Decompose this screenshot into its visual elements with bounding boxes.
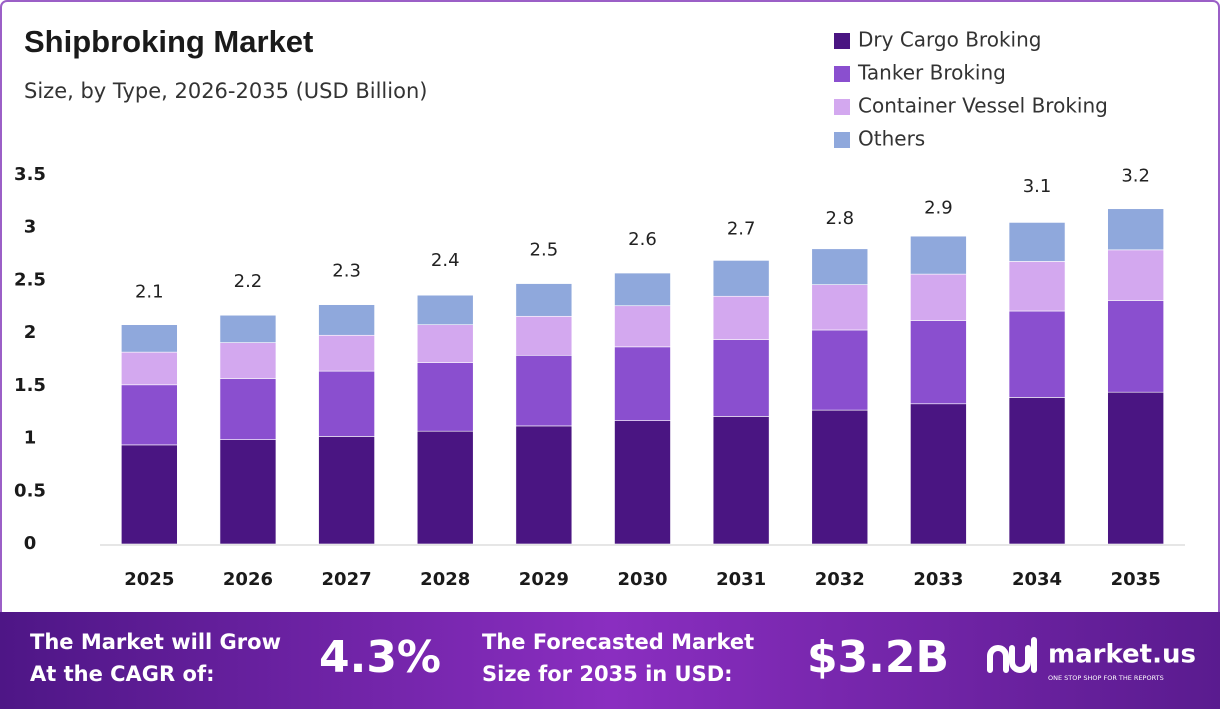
bar-segment (515, 354, 573, 427)
bar-segment (318, 436, 375, 545)
legend-label: Container Vessel Broking (858, 94, 1108, 118)
bar-segment (811, 284, 869, 331)
bar-segment (811, 329, 869, 411)
x-tick-label: 2033 (913, 569, 963, 590)
bar-segment (121, 351, 178, 386)
x-tick-label: 2027 (322, 569, 372, 590)
total-label: 3.2 (1121, 166, 1150, 187)
total-label: 2.8 (825, 208, 854, 229)
bar-segment (1107, 300, 1164, 393)
bar-segment (515, 283, 573, 317)
total-label: 2.1 (135, 282, 164, 303)
y-tick-label: 0.5 (14, 480, 46, 501)
bar-segment (219, 439, 277, 545)
bar-segment (219, 342, 277, 379)
bar-segment (712, 339, 770, 417)
bar-segment (416, 430, 474, 545)
total-label: 2.6 (628, 229, 657, 250)
size-value: $3.2B (807, 632, 949, 683)
bar-segment (515, 315, 573, 356)
x-tick-label: 2026 (223, 569, 273, 590)
total-label: 2.2 (234, 271, 263, 292)
bar-segment (910, 273, 967, 321)
legend-swatch (834, 33, 850, 49)
bar-segment (416, 362, 474, 432)
bar-segment (1107, 208, 1164, 251)
legend-swatch (834, 99, 850, 115)
bar-segment (121, 444, 178, 545)
bar-segment (1008, 310, 1066, 398)
size-label: The Forecasted Market (482, 630, 754, 654)
x-tick-label: 2030 (617, 569, 667, 590)
bar-segment (910, 235, 967, 275)
total-label: 2.7 (727, 218, 756, 239)
brand-tagline: ONE STOP SHOP FOR THE REPORTS (1048, 674, 1164, 682)
bar-segment (1008, 222, 1066, 262)
total-label: 2.9 (924, 197, 953, 218)
legend-label: Others (858, 127, 925, 151)
legend-label: Dry Cargo Broking (858, 28, 1041, 52)
brand-logo (987, 637, 1037, 673)
y-tick-label: 0 (24, 533, 37, 554)
bar-segment (318, 304, 375, 336)
footer-band (0, 612, 1220, 709)
bar-segment (121, 324, 178, 353)
bar-segment (318, 334, 375, 372)
total-label: 2.3 (332, 261, 361, 282)
bar-segment (219, 314, 277, 343)
bar-segment (614, 420, 671, 545)
bar-segment (712, 295, 770, 340)
y-tick-label: 2.5 (14, 269, 46, 290)
bar-segment (614, 272, 671, 307)
bar-segment (1107, 249, 1164, 301)
cagr-label: At the CAGR of: (30, 662, 215, 686)
y-tick-label: 3.5 (14, 164, 46, 185)
chart-subtitle: Size, by Type, 2026-2035 (USD Billion) (24, 79, 427, 103)
bar-segment (1008, 397, 1066, 545)
chart-title: Shipbroking Market (24, 24, 313, 59)
bar-segment (712, 416, 770, 545)
x-tick-label: 2034 (1012, 569, 1062, 590)
x-tick-label: 2029 (519, 569, 569, 590)
legend-label: Tanker Broking (857, 61, 1006, 85)
bar-segment (121, 384, 178, 446)
bar-segment (811, 248, 869, 285)
bar-segment (811, 409, 869, 545)
y-tick-label: 2 (24, 322, 37, 343)
total-label: 2.5 (530, 239, 559, 260)
bar-segment (712, 260, 770, 297)
size-label: Size for 2035 in USD: (482, 662, 733, 686)
bar-segment (614, 346, 671, 421)
cagr-value: 4.3% (319, 632, 441, 683)
bar-segment (910, 320, 967, 405)
bar-segment (416, 324, 474, 363)
bar-segment (318, 370, 375, 437)
x-tick-label: 2031 (716, 569, 766, 590)
legend-swatch (834, 132, 850, 148)
brand-name: market.us (1048, 640, 1196, 670)
y-tick-label: 3 (24, 217, 37, 238)
legend-swatch (834, 66, 850, 82)
x-tick-label: 2025 (124, 569, 174, 590)
logo-icon (987, 637, 1037, 673)
bar-segment (1107, 391, 1164, 545)
x-tick-label: 2032 (815, 569, 865, 590)
bar-segment (614, 305, 671, 348)
cagr-label: The Market will Grow (30, 630, 281, 654)
bar-segment (219, 378, 277, 440)
bar-segment (416, 294, 474, 326)
bar-segment (1008, 261, 1066, 312)
x-tick-label: 2035 (1111, 569, 1161, 590)
bar-segment (515, 425, 573, 545)
total-label: 2.4 (431, 250, 460, 271)
y-tick-label: 1 (24, 428, 37, 449)
x-tick-label: 2028 (420, 569, 470, 590)
bar-segment (910, 403, 967, 545)
total-label: 3.1 (1023, 176, 1052, 197)
y-tick-label: 1.5 (14, 375, 46, 396)
